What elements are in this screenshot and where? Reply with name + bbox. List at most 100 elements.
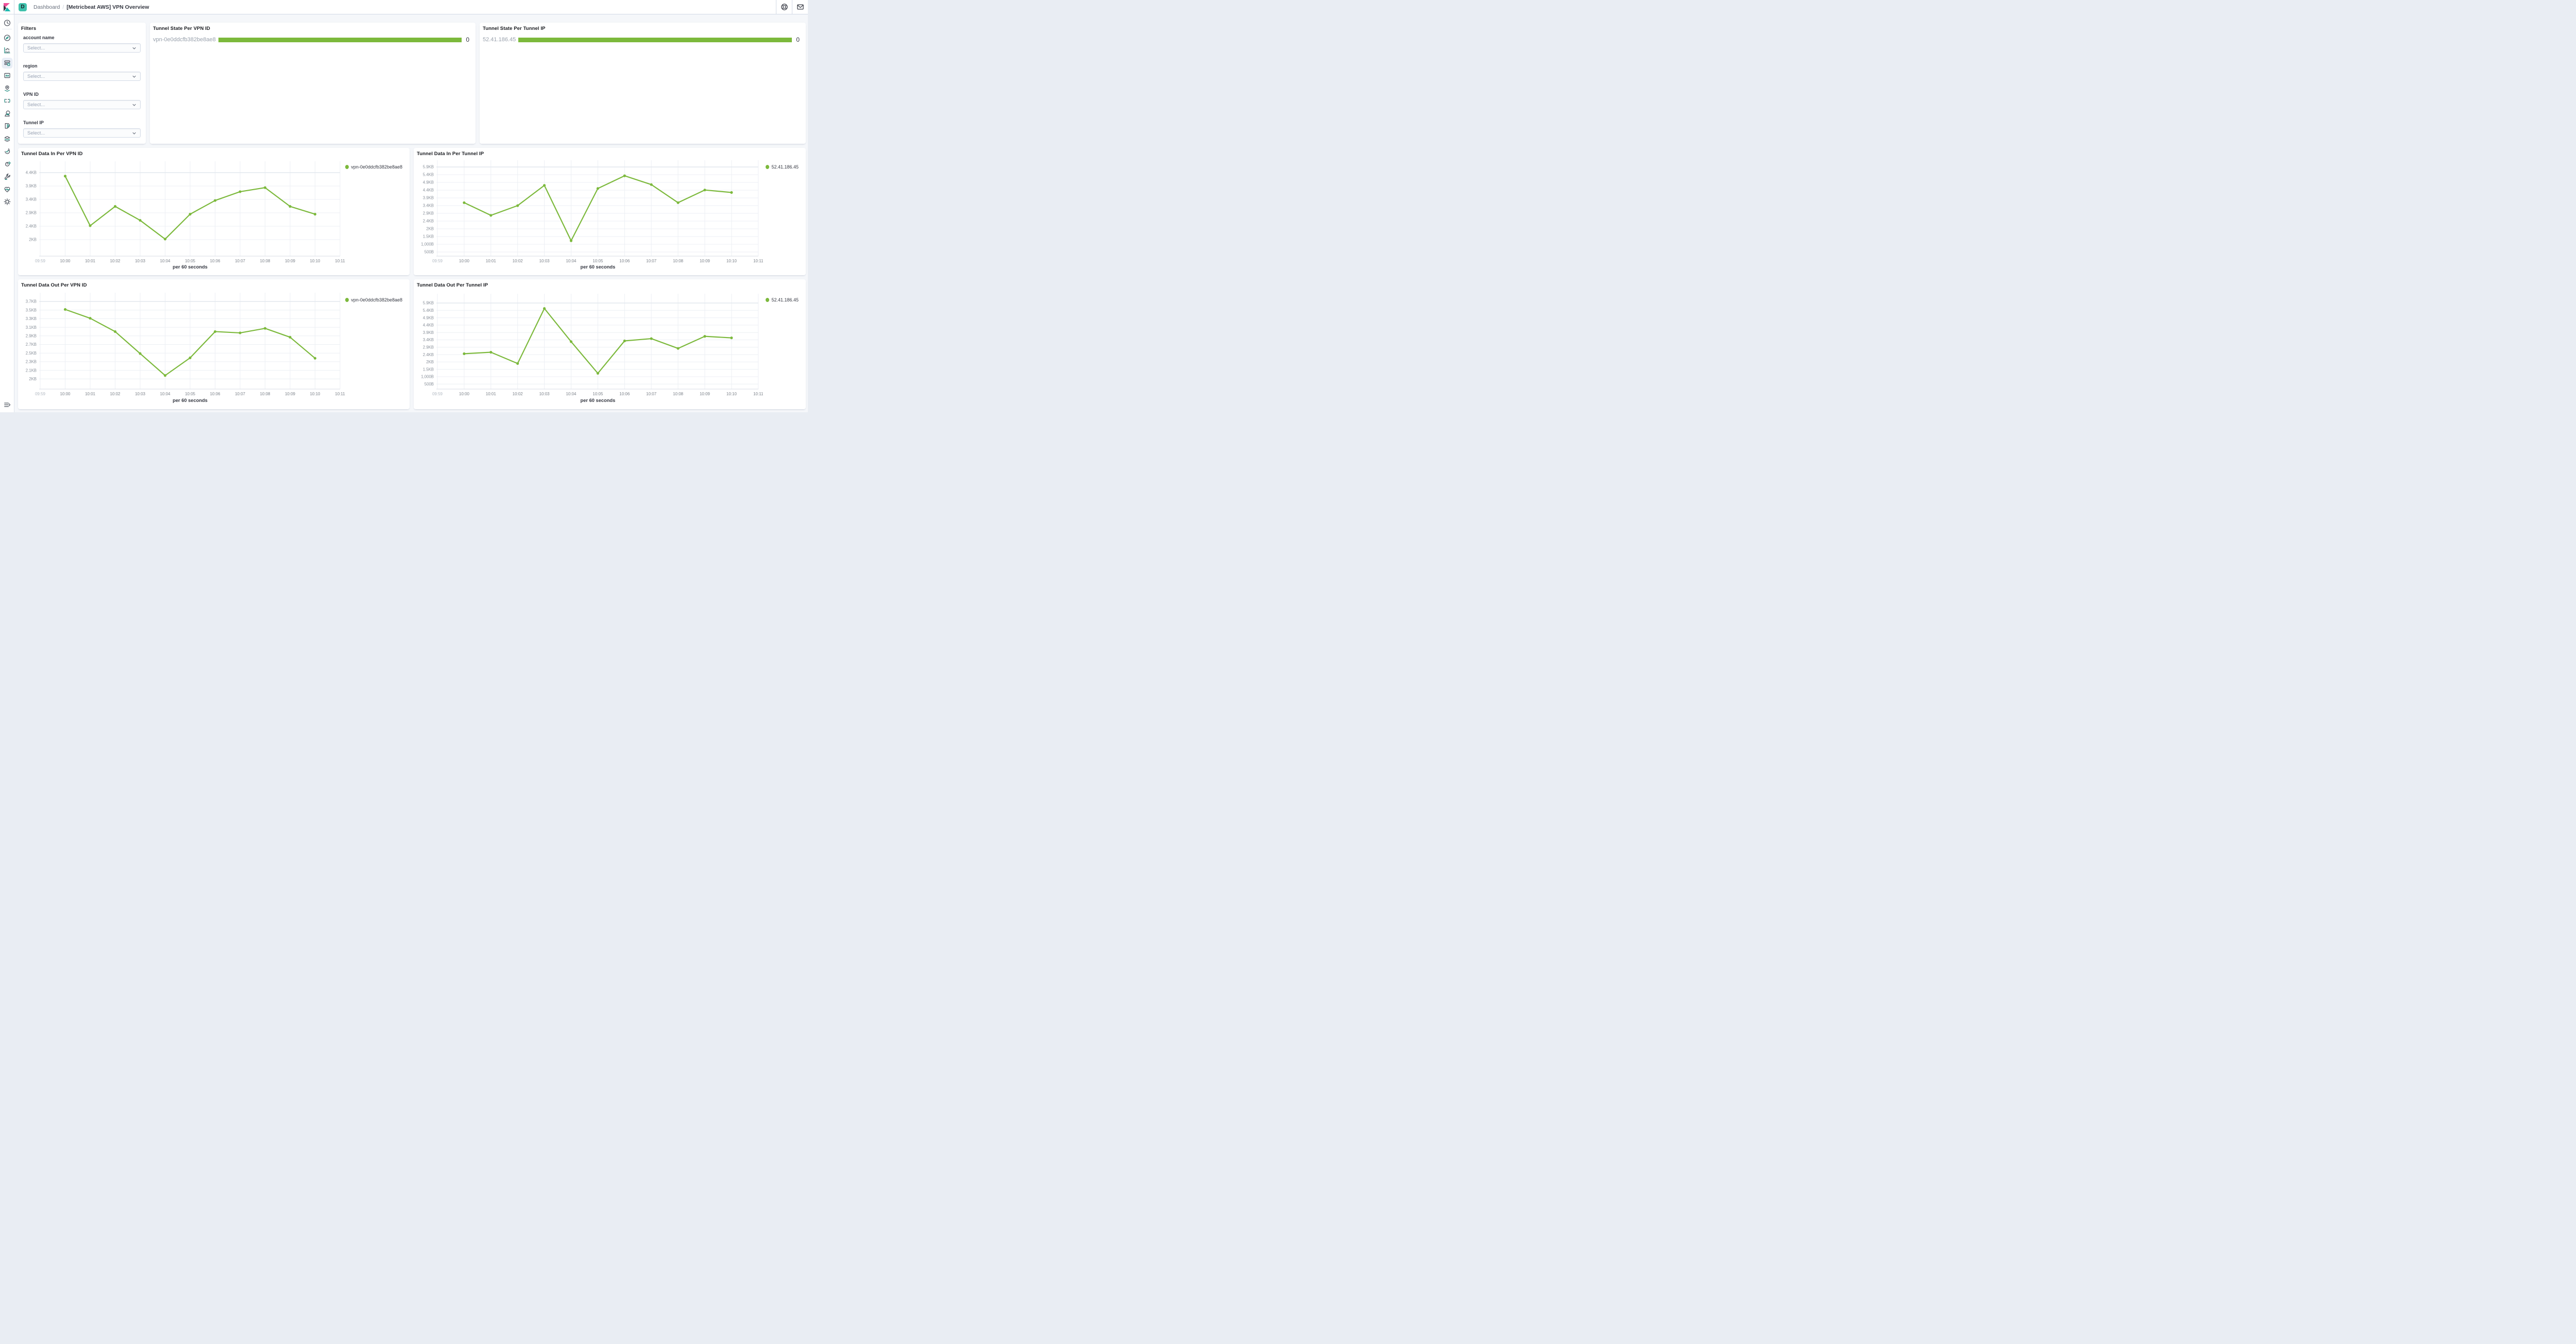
panel-title: Tunnel State Per VPN ID: [153, 26, 210, 31]
svg-text:3.9KB: 3.9KB: [423, 196, 434, 200]
svg-text:500B: 500B: [425, 250, 434, 255]
svg-text:10:05: 10:05: [592, 259, 603, 263]
sidebar-item-stack-monitoring[interactable]: [2, 184, 12, 195]
sidebar-item-management[interactable]: [2, 196, 12, 207]
svg-text:3.4KB: 3.4KB: [423, 204, 434, 208]
sidebar-item-uptime[interactable]: [2, 146, 12, 157]
svg-text:10:01: 10:01: [486, 392, 497, 396]
bar-chart-icon: [3, 46, 11, 54]
select-placeholder: Select...: [27, 45, 45, 51]
svg-text:10:03: 10:03: [135, 392, 146, 396]
svg-text:2.9KB: 2.9KB: [423, 345, 434, 350]
svg-text:10:00: 10:00: [459, 392, 470, 396]
tunnel-data-in-per-tunnel-ip-panel: Tunnel Data In Per Tunnel IP 52.41.186.4…: [414, 148, 806, 275]
filter-field-account-name: account name Select...: [23, 35, 141, 53]
line-chart: 09:59 10:00 10:01 10:02 10:03 10:04 10:05 10:06…: [421, 294, 764, 403]
svg-text:10:02: 10:02: [513, 392, 523, 396]
svg-text:4.9KB: 4.9KB: [423, 315, 434, 320]
svg-text:10:11: 10:11: [335, 392, 345, 396]
svg-text:2.9KB: 2.9KB: [26, 211, 37, 215]
sidebar-item-visualize[interactable]: [2, 45, 12, 56]
menu-expand-icon[interactable]: [2, 399, 12, 410]
siem-icon: [3, 122, 11, 130]
filter-label: VPN ID: [23, 92, 39, 97]
svg-text:2.7KB: 2.7KB: [26, 342, 37, 347]
svg-text:10:05: 10:05: [185, 392, 196, 396]
clock-icon: [3, 19, 11, 27]
panel-title: Tunnel Data Out Per Tunnel IP: [417, 282, 488, 288]
line-chart: 09:59 10:00 10:01 10:02 10:03 10:04 10:05 10:06…: [421, 160, 764, 270]
bar-value: 0: [466, 36, 469, 43]
filter-field-vpn-id: VPN ID Select...: [23, 92, 141, 109]
svg-text:3.7KB: 3.7KB: [26, 299, 37, 304]
svg-text:10:09: 10:09: [700, 259, 710, 263]
svg-text:10:01: 10:01: [85, 259, 96, 263]
sidebar-item-dashboard[interactable]: [2, 57, 12, 69]
sidebar-item-siem[interactable]: [2, 121, 12, 131]
svg-text:10:06: 10:06: [210, 259, 221, 263]
help-icon[interactable]: [776, 0, 792, 14]
svg-text:2.4KB: 2.4KB: [423, 219, 434, 224]
legend-label: 52.41.186.45: [771, 297, 799, 303]
top-nav: D Dashboard / [Metricbeat AWS] VPN Overv…: [0, 0, 808, 14]
sidebar-item-dev-tools[interactable]: [2, 171, 12, 182]
svg-text:1,000B: 1,000B: [421, 242, 434, 247]
tunnel-data-out-per-vpn-id-panel: Tunnel Data Out Per VPN ID vpn-0e0ddcfb3…: [18, 279, 410, 409]
svg-text:500B: 500B: [425, 382, 434, 387]
sidebar-item-discover[interactable]: [2, 32, 12, 43]
legend-item[interactable]: 52.41.186.45: [766, 164, 799, 170]
tunnel-state-per-tunnel-ip-panel: Tunnel State Per Tunnel IP 52.41.186.45 …: [480, 23, 806, 144]
svg-text:10:03: 10:03: [135, 259, 146, 263]
filter-select-tunnel-ip[interactable]: Select...: [23, 128, 141, 138]
horizontal-bar[interactable]: [518, 37, 792, 42]
sidebar-item-metrics[interactable]: [2, 159, 12, 170]
svg-text:10:00: 10:00: [459, 259, 470, 263]
panel-title: Tunnel State Per Tunnel IP: [483, 26, 546, 31]
sidebar-item-machine-learning[interactable]: [2, 95, 12, 106]
graph-icon: [3, 110, 11, 117]
svg-text:10:04: 10:04: [566, 259, 577, 263]
svg-text:2.3KB: 2.3KB: [26, 360, 37, 364]
svg-text:10:07: 10:07: [646, 259, 657, 263]
sidebar-item-recently-viewed[interactable]: [2, 18, 12, 28]
svg-text:3.5KB: 3.5KB: [26, 308, 37, 312]
bar-value: 0: [796, 36, 800, 43]
svg-text:10:10: 10:10: [726, 392, 737, 396]
filter-field-tunnel-ip: Tunnel IP Select...: [23, 120, 141, 138]
mail-icon[interactable]: [792, 0, 808, 14]
kibana-logo[interactable]: [0, 3, 14, 11]
chevron-down-icon: [132, 104, 136, 106]
select-placeholder: Select...: [27, 102, 45, 108]
legend-item[interactable]: vpn-0e0ddcfb382be8ae8: [345, 297, 402, 303]
svg-text:10:11: 10:11: [335, 259, 345, 263]
svg-text:5.4KB: 5.4KB: [423, 173, 434, 177]
filter-select-account-name[interactable]: Select...: [23, 43, 141, 53]
sidebar-item-logs[interactable]: [2, 133, 12, 144]
filter-select-vpn-id[interactable]: Select...: [23, 100, 141, 109]
sidebar-item-graph[interactable]: [2, 108, 12, 119]
svg-text:5.9KB: 5.9KB: [423, 165, 434, 170]
sidebar-nav: [0, 14, 14, 412]
sidebar-item-canvas[interactable]: [2, 70, 12, 81]
svg-text:3.4KB: 3.4KB: [423, 338, 434, 342]
horizontal-bar[interactable]: [218, 37, 462, 42]
svg-text:10:07: 10:07: [235, 392, 246, 396]
filter-select-region[interactable]: Select...: [23, 72, 141, 81]
gear-icon: [3, 198, 11, 206]
svg-text:10:09: 10:09: [285, 259, 296, 263]
legend-dot-icon: [345, 165, 349, 169]
svg-text:10:08: 10:08: [673, 259, 684, 263]
svg-text:2.9KB: 2.9KB: [26, 334, 37, 339]
space-badge[interactable]: D: [19, 3, 27, 11]
svg-text:09:59: 09:59: [432, 259, 443, 263]
svg-text:4.4KB: 4.4KB: [423, 188, 434, 193]
x-axis-caption: per 60 seconds: [173, 264, 208, 270]
legend-item[interactable]: 52.41.186.45: [766, 297, 799, 303]
svg-text:10:06: 10:06: [619, 392, 630, 396]
sidebar-item-maps[interactable]: [2, 83, 12, 94]
breadcrumb-dashboard-link[interactable]: Dashboard: [33, 4, 60, 10]
svg-text:10:05: 10:05: [592, 392, 603, 396]
ml-nodes-icon: [3, 97, 11, 105]
svg-text:10:04: 10:04: [160, 259, 171, 263]
legend-item[interactable]: vpn-0e0ddcfb382be8ae8: [345, 164, 402, 170]
